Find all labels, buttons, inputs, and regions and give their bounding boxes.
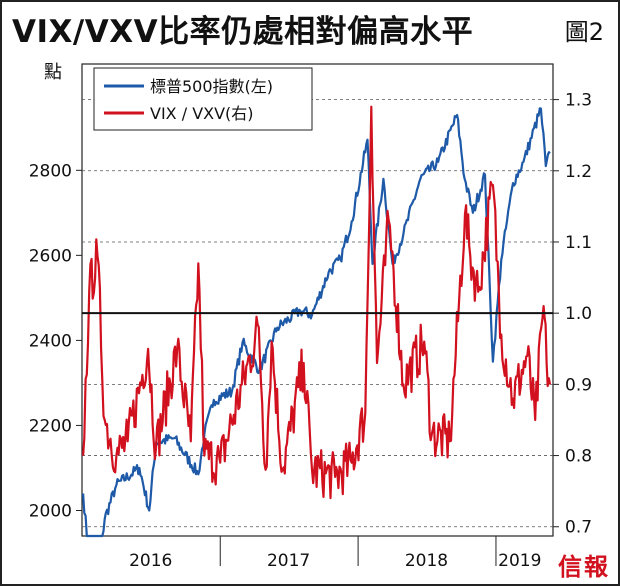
x-tick-label: 2019 <box>498 551 541 571</box>
right-tick-label: 1.1 <box>565 233 592 253</box>
left-tick-label: 2000 <box>29 501 72 521</box>
right-tick-label: 1.2 <box>565 162 592 182</box>
left-tick-label: 2600 <box>29 246 72 266</box>
left-tick-label: 2400 <box>29 331 72 351</box>
right-tick-label: 1.0 <box>565 304 592 324</box>
left-y-axis: 2000 2200 2400 2600 2800 <box>29 161 82 521</box>
series-line-spx <box>82 107 551 538</box>
left-tick-label: 2800 <box>29 161 72 181</box>
x-tick-label: 2017 <box>267 551 310 571</box>
right-tick-label: 1.3 <box>565 91 592 111</box>
x-tick-label: 2016 <box>129 551 172 571</box>
left-tick-label: 2200 <box>29 416 72 436</box>
series-line-vix-vxv <box>82 105 552 500</box>
right-tick-label: 0.9 <box>565 375 592 395</box>
right-tick-label: 0.7 <box>565 518 592 538</box>
grid-lines <box>82 99 553 528</box>
legend-label-spx: 標普500指數(左) <box>150 77 273 96</box>
x-axis: 2016 2017 2018 2019 <box>129 536 541 571</box>
left-axis-unit: 點 <box>44 62 62 83</box>
legend: 標普500指數(左) VIX / VXV(右) <box>93 67 313 131</box>
chart-title: VIX/VXV比率仍處相對偏高水平 <box>12 14 474 50</box>
source-logo: 信報 <box>558 552 610 581</box>
right-tick-label: 0.8 <box>565 447 592 467</box>
legend-box <box>93 67 313 131</box>
figure-number: 圖2 <box>564 18 604 46</box>
x-tick-label: 2018 <box>405 551 448 571</box>
series-group <box>82 105 552 538</box>
right-y-axis: 0.7 0.8 0.9 1.0 1.1 1.2 1.3 <box>553 91 592 538</box>
legend-label-vix-vxv: VIX / VXV(右) <box>150 104 254 123</box>
